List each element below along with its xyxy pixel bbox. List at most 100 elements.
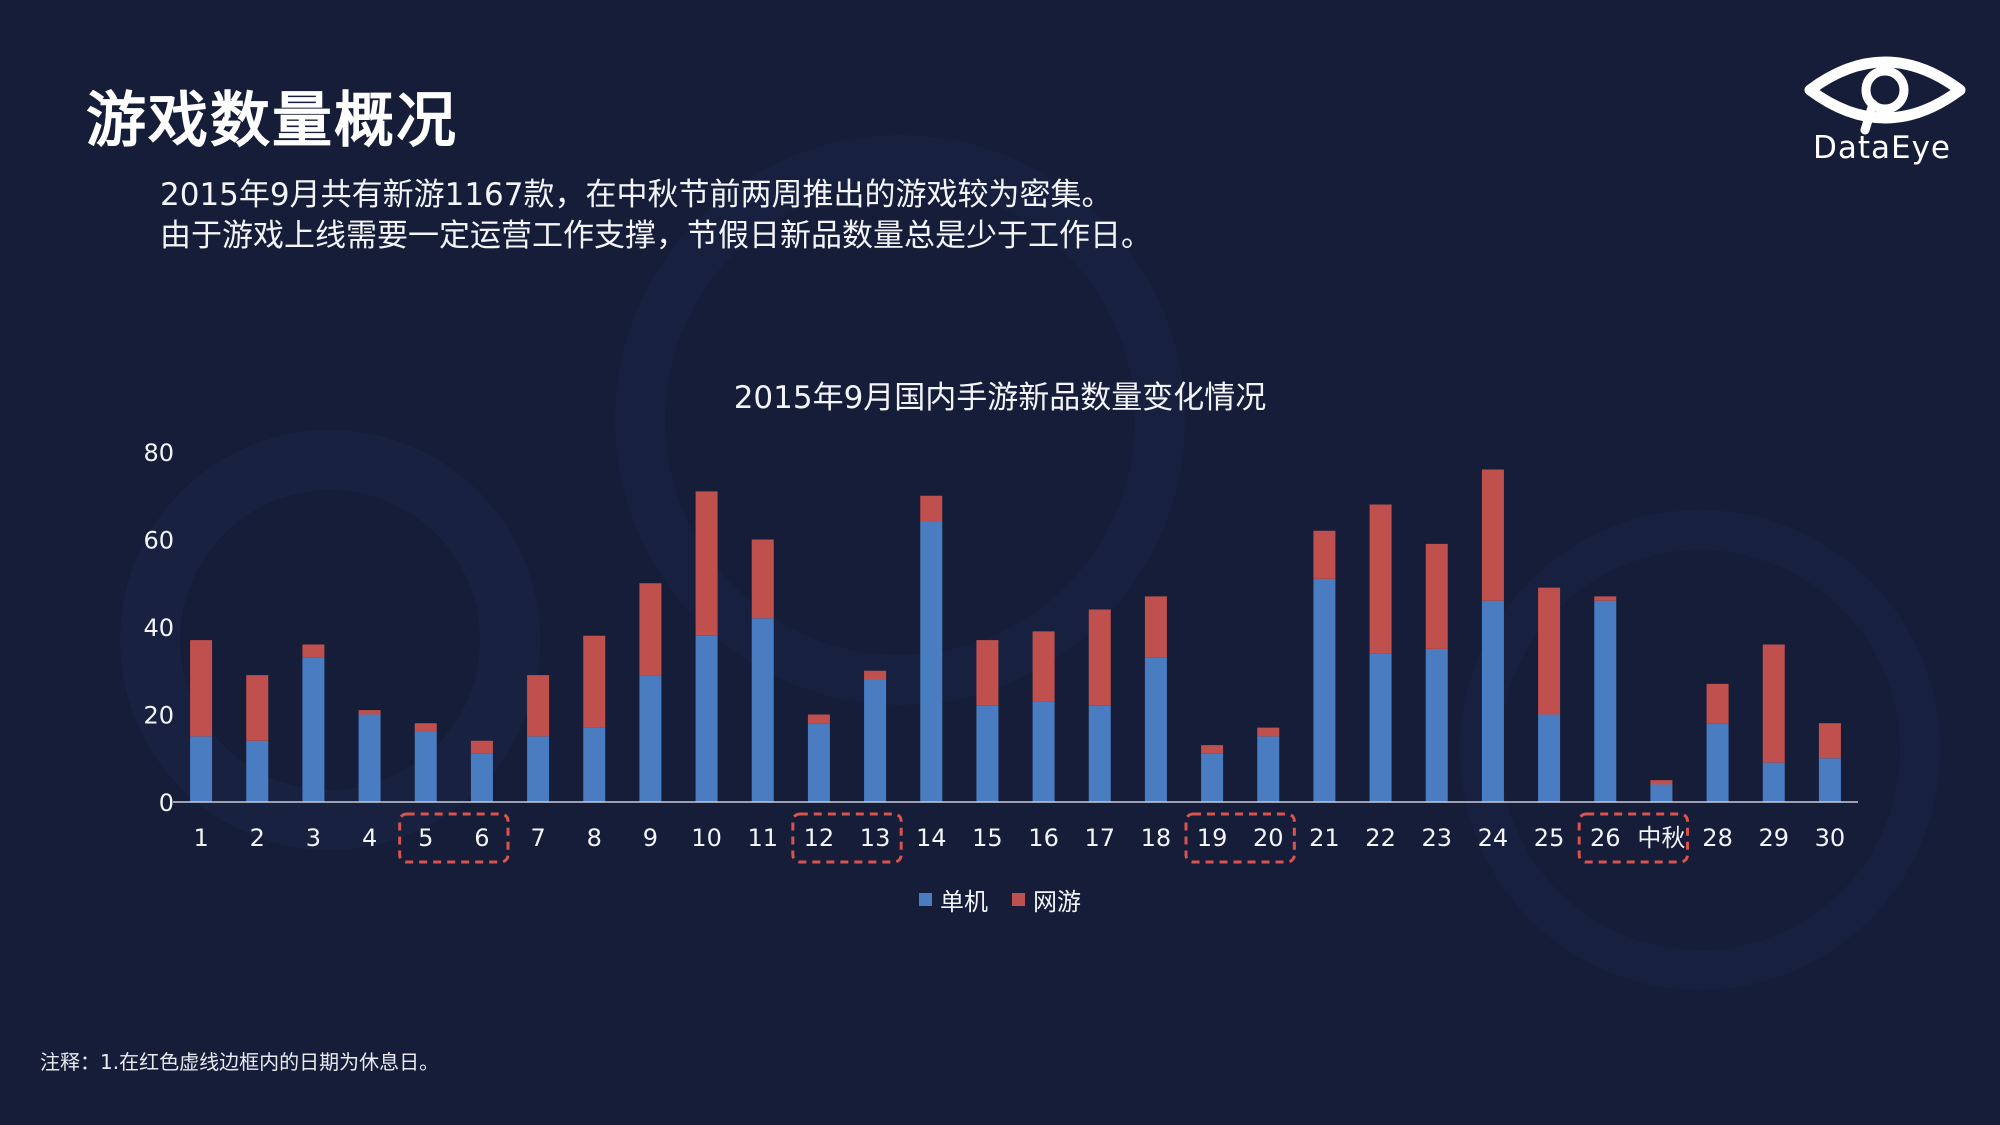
x-tick-label: 22	[1365, 824, 1396, 852]
holiday-box	[398, 812, 510, 864]
x-tick-label: 23	[1421, 824, 1452, 852]
x-tick-label: 29	[1758, 824, 1789, 852]
bar-single	[807, 723, 830, 802]
x-tick-label: 3	[306, 824, 321, 852]
y-tick-label: 40	[143, 614, 174, 642]
page-title: 游戏数量概况	[86, 86, 458, 156]
bar-online	[1650, 780, 1673, 785]
x-tick-label: 15	[972, 824, 1003, 852]
bar-online	[1201, 745, 1224, 754]
bar-single	[1201, 753, 1224, 802]
bar-online	[1481, 469, 1504, 601]
bar-online	[527, 675, 550, 737]
x-tick-label: 10	[691, 824, 722, 852]
bar-online	[470, 740, 493, 754]
bar-online	[1762, 644, 1785, 763]
x-tick-label: 7	[530, 824, 545, 852]
bar-online	[1032, 631, 1055, 702]
x-tick-label: 19	[1197, 824, 1228, 852]
x-tick-label: 中秋	[1637, 824, 1685, 852]
bar-online	[695, 491, 718, 636]
bar-online	[1369, 504, 1392, 654]
x-tick-label: 4	[362, 824, 377, 852]
holiday-box	[1184, 812, 1296, 864]
bar-online	[1313, 530, 1336, 579]
bar-single	[1369, 653, 1392, 802]
bar-single	[1538, 714, 1561, 802]
x-tick-label: 24	[1478, 824, 1509, 852]
x-tick-label: 16	[1028, 824, 1059, 852]
bar-online	[1088, 609, 1111, 706]
chart-title: 2015年9月国内手游新品数量变化情况	[733, 380, 1267, 416]
bar-online	[246, 675, 269, 741]
y-tick-label: 60	[143, 527, 174, 555]
bar-single	[920, 522, 943, 802]
bar-online	[1425, 543, 1448, 649]
bar-online	[864, 670, 887, 680]
bar-online	[751, 539, 774, 619]
bar-online	[190, 640, 213, 737]
bar-online	[920, 495, 943, 522]
bar-single	[1425, 648, 1448, 802]
x-tick-label: 14	[916, 824, 947, 852]
legend-label-single: 单机	[940, 888, 988, 916]
bar-single	[302, 657, 325, 802]
bar-single	[583, 727, 606, 802]
bar-single	[1313, 578, 1336, 802]
bar-online	[583, 635, 606, 728]
bar-online	[358, 710, 381, 715]
bar-single	[1481, 600, 1504, 802]
x-tick-label: 13	[860, 824, 891, 852]
x-tick-label: 8	[587, 824, 602, 852]
subtitle-line-1: 2015年9月共有新游1167款，在中秋节前两周推出的游戏较为密集。	[160, 177, 1113, 213]
bar-online	[1818, 723, 1841, 759]
bar-single	[1706, 723, 1729, 802]
x-tick-label: 18	[1141, 824, 1172, 852]
bar-single	[190, 736, 213, 802]
x-tick-label: 20	[1253, 824, 1284, 852]
x-tick-label: 2	[250, 824, 265, 852]
bar-online	[639, 583, 662, 676]
bar-single	[864, 679, 887, 802]
bar-single	[1762, 762, 1785, 802]
x-tick-label: 9	[643, 824, 658, 852]
bar-single	[527, 736, 550, 802]
page-subtitle: 2015年9月共有新游1167款，在中秋节前两周推出的游戏较为密集。 由于游戏上…	[160, 175, 1152, 257]
bar-single	[1144, 657, 1167, 802]
bar-online	[1538, 587, 1561, 715]
y-tick-label: 0	[159, 789, 174, 817]
x-tick-label: 12	[804, 824, 835, 852]
dataeye-logo-icon	[1804, 56, 1966, 135]
bar-single	[751, 618, 774, 802]
bar-single	[470, 753, 493, 802]
legend-swatch-single	[919, 893, 932, 906]
x-tick-label: 25	[1534, 824, 1565, 852]
bar-single	[1818, 758, 1841, 802]
bar-online	[807, 714, 830, 724]
bar-single	[1650, 784, 1673, 802]
bar-single	[1257, 736, 1280, 802]
bar-single	[695, 635, 718, 802]
legend-swatch-online	[1012, 893, 1025, 906]
bar-single	[1032, 701, 1055, 802]
y-tick-label: 20	[143, 702, 174, 730]
bar-online	[1594, 596, 1617, 601]
subtitle-line-2: 由于游戏上线需要一定运营工作支撑，节假日新品数量总是少于工作日。	[160, 218, 1152, 254]
bar-online	[1706, 683, 1729, 724]
bar-single	[639, 675, 662, 802]
x-tick-label: 26	[1590, 824, 1621, 852]
x-tick-label: 6	[474, 824, 489, 852]
x-tick-label: 11	[747, 824, 778, 852]
x-tick-label: 28	[1702, 824, 1733, 852]
bar-single	[976, 705, 999, 802]
x-tick-label: 21	[1309, 824, 1340, 852]
bar-single	[1088, 705, 1111, 802]
bar-online	[1257, 727, 1280, 737]
chart-legend: 单机 网游	[0, 882, 2000, 917]
bar-single	[414, 732, 437, 802]
x-tick-label: 30	[1815, 824, 1846, 852]
bar-single	[246, 740, 269, 802]
y-tick-label: 80	[143, 439, 174, 467]
bar-online	[414, 723, 437, 732]
